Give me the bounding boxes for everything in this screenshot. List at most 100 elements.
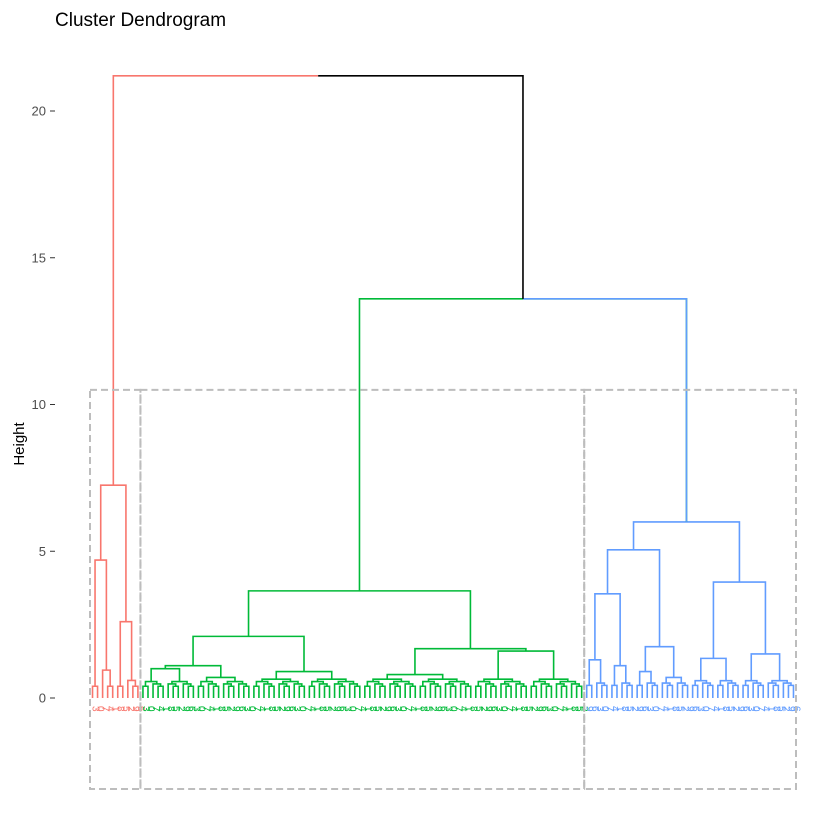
leaf-label: 3 (392, 706, 403, 712)
dendrogram-branch (757, 684, 765, 698)
dendrogram-branch (575, 685, 583, 698)
dendrogram-branch (298, 685, 306, 698)
leaf-label: 7 (503, 706, 514, 712)
leaf-label: 6 (236, 706, 247, 712)
leaf-label: 9 (785, 706, 796, 712)
leaf-label: 9 (130, 706, 141, 712)
leaf-label: 3 (493, 706, 504, 712)
cluster-rectangle (139, 388, 586, 790)
dendrogram-branch (497, 650, 555, 680)
dendrogram-branch (227, 685, 235, 698)
leaf-label: 5 (473, 706, 484, 712)
dendrogram-branch (520, 685, 528, 698)
dendrogram-branch (464, 685, 472, 698)
dendrogram-branch (106, 685, 114, 698)
leaf-label: 5 (170, 706, 181, 712)
leaf-label: 5 (574, 706, 585, 712)
dendrogram-branch (742, 684, 749, 698)
leaf-label: 7 (150, 706, 161, 712)
leaf-label: 7 (251, 706, 262, 712)
leaf-label: 0 (296, 706, 307, 712)
leaf-labels: 3074185296307418529630741852963074185296… (90, 706, 802, 712)
dendrogram-branch (490, 685, 497, 698)
leaf-label: 9 (533, 706, 544, 712)
leaf-label: 1 (513, 706, 524, 712)
dendrogram-branch (665, 676, 683, 684)
dendrogram-branch (394, 685, 401, 698)
leaf-label: 3 (543, 706, 554, 712)
leaf-label: 1 (311, 706, 322, 712)
leaf-label: 7 (654, 706, 665, 712)
leaf-label: 3 (695, 706, 706, 712)
leaf-label: 9 (231, 706, 242, 712)
leaf-label: 6 (740, 706, 751, 712)
leaf-label: 8 (669, 706, 680, 712)
leaf-label: 1 (261, 706, 272, 712)
leaf-label: 5 (422, 706, 433, 712)
dendrogram-branch (353, 685, 361, 698)
y-axis: 0 5 10 15 20 (32, 104, 55, 706)
leaf-label: 2 (629, 706, 640, 712)
dendrogram-branch (772, 684, 780, 698)
dendrogram-branch (283, 685, 290, 698)
leaf-label: 7 (402, 706, 413, 712)
dendrogram-branch (750, 653, 781, 681)
dendrogram-branch (409, 685, 417, 698)
dendrogram-branch (150, 667, 181, 682)
leaf-label: 8 (720, 706, 731, 712)
dendrogram-branch (91, 685, 99, 698)
leaf-label: 2 (780, 706, 791, 712)
leaf-label: 9 (332, 706, 343, 712)
leaf-label: 5 (624, 706, 635, 712)
leaf-label: 7 (301, 706, 312, 712)
leaf-label: 9 (735, 706, 746, 712)
y-tick-label: 0 (39, 691, 46, 706)
dendrogram-branch (691, 684, 699, 698)
dendrogram-branch (717, 684, 724, 698)
dendrogram-branch (651, 684, 659, 698)
leaf-label: 0 (750, 706, 761, 712)
dendrogram-branch (323, 685, 331, 698)
leaf-label: 6 (538, 706, 549, 712)
leaf-label: 0 (548, 706, 559, 712)
leaf-label: 4 (559, 706, 570, 712)
dendrogram-branch (212, 685, 220, 698)
leaf-label: 1 (564, 706, 575, 712)
leaf-label: 8 (316, 706, 327, 712)
leaf-label: 9 (685, 706, 696, 712)
leaf-label: 8 (770, 706, 781, 712)
dendrogram-branch (379, 685, 386, 698)
dendrogram-branch (601, 684, 608, 698)
leaf-label: 7 (200, 706, 211, 712)
dendrogram-branch (606, 548, 661, 647)
dendrogram-branch (787, 684, 795, 698)
leaf-label: 5 (271, 706, 282, 712)
cluster-rectangle (583, 388, 798, 790)
leaf-label: 0 (700, 706, 711, 712)
y-tick-label: 15 (32, 250, 46, 265)
leaf-label: 6 (337, 706, 348, 712)
dendrogram-branch (434, 685, 442, 698)
leaf-label: 2 (226, 706, 237, 712)
dendrogram-branch (197, 685, 205, 698)
dendrogram-branch (594, 593, 621, 666)
leaf-label: 7 (705, 706, 716, 712)
leaf-label: 7 (453, 706, 464, 712)
leaf-label: 1 (664, 706, 675, 712)
leaf-label: 6 (639, 706, 650, 712)
leaf-label: 3 (140, 706, 151, 712)
leaf-label: 4 (155, 706, 166, 712)
leaf-label: 2 (377, 706, 388, 712)
leaf-label: 6 (488, 706, 499, 712)
leaf-label: 6 (589, 706, 600, 712)
leaf-label: 9 (382, 706, 393, 712)
leaf-label: 4 (609, 706, 620, 712)
leaf-label: 2 (478, 706, 489, 712)
dendrogram-branch (644, 645, 675, 678)
leaf-label: 1 (160, 706, 171, 712)
leaf-label: 4 (407, 706, 418, 712)
dendrogram-branch (700, 657, 727, 681)
leaf-label: 3 (291, 706, 302, 712)
leaf-label: 2 (125, 706, 136, 712)
leaf-label: 9 (584, 706, 595, 712)
